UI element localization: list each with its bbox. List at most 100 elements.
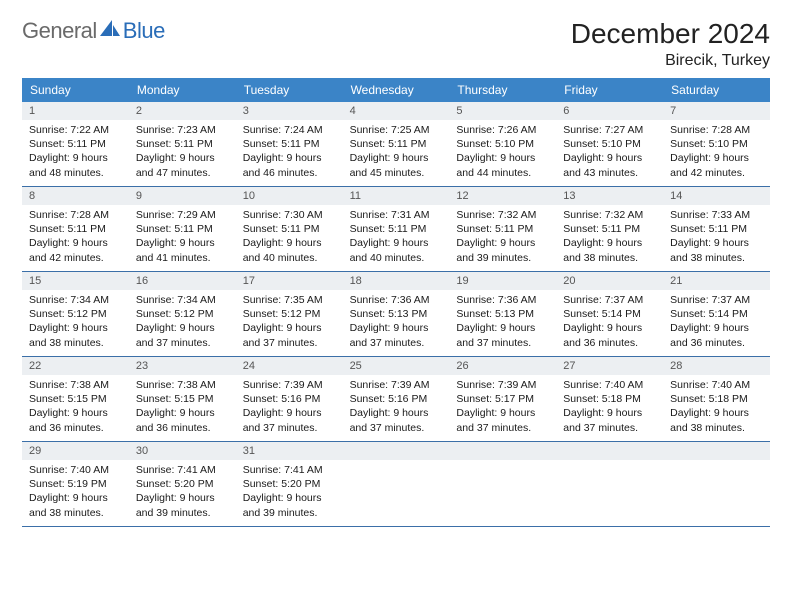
calendar-week: 1Sunrise: 7:22 AMSunset: 5:11 PMDaylight… bbox=[22, 102, 770, 187]
day-detail: Sunrise: 7:34 AMSunset: 5:12 PMDaylight:… bbox=[129, 290, 236, 354]
sunrise-line: Sunrise: 7:38 AM bbox=[136, 378, 229, 392]
sunrise-line: Sunrise: 7:25 AM bbox=[350, 123, 443, 137]
calendar-day: 3Sunrise: 7:24 AMSunset: 5:11 PMDaylight… bbox=[236, 102, 343, 186]
calendar-day: 14Sunrise: 7:33 AMSunset: 5:11 PMDayligh… bbox=[663, 187, 770, 271]
sunset-line: Sunset: 5:11 PM bbox=[563, 222, 656, 236]
day-number: 27 bbox=[556, 357, 663, 375]
sunrise-line: Sunrise: 7:32 AM bbox=[563, 208, 656, 222]
day-number: 31 bbox=[236, 442, 343, 460]
daylight-line: Daylight: 9 hours and 37 minutes. bbox=[350, 406, 443, 434]
calendar-day: 26Sunrise: 7:39 AMSunset: 5:17 PMDayligh… bbox=[449, 357, 556, 441]
day-number: 7 bbox=[663, 102, 770, 120]
sunrise-line: Sunrise: 7:37 AM bbox=[563, 293, 656, 307]
day-detail: Sunrise: 7:30 AMSunset: 5:11 PMDaylight:… bbox=[236, 205, 343, 269]
day-detail: Sunrise: 7:40 AMSunset: 5:19 PMDaylight:… bbox=[22, 460, 129, 524]
sunrise-line: Sunrise: 7:37 AM bbox=[670, 293, 763, 307]
sunset-line: Sunset: 5:10 PM bbox=[563, 137, 656, 151]
day-detail: Sunrise: 7:41 AMSunset: 5:20 PMDaylight:… bbox=[236, 460, 343, 524]
day-of-week-cell: Saturday bbox=[663, 78, 770, 102]
sunrise-line: Sunrise: 7:30 AM bbox=[243, 208, 336, 222]
logo: General Blue bbox=[22, 18, 165, 44]
day-number: 25 bbox=[343, 357, 450, 375]
day-detail: Sunrise: 7:41 AMSunset: 5:20 PMDaylight:… bbox=[129, 460, 236, 524]
sunrise-line: Sunrise: 7:40 AM bbox=[563, 378, 656, 392]
daylight-line: Daylight: 9 hours and 39 minutes. bbox=[136, 491, 229, 519]
calendar-day: .. bbox=[449, 442, 556, 526]
daylight-line: Daylight: 9 hours and 37 minutes. bbox=[243, 321, 336, 349]
day-detail: Sunrise: 7:36 AMSunset: 5:13 PMDaylight:… bbox=[449, 290, 556, 354]
sunset-line: Sunset: 5:11 PM bbox=[29, 137, 122, 151]
sunrise-line: Sunrise: 7:39 AM bbox=[243, 378, 336, 392]
day-detail: Sunrise: 7:39 AMSunset: 5:17 PMDaylight:… bbox=[449, 375, 556, 439]
day-number: 28 bbox=[663, 357, 770, 375]
sunset-line: Sunset: 5:18 PM bbox=[563, 392, 656, 406]
sunset-line: Sunset: 5:15 PM bbox=[136, 392, 229, 406]
day-number: 3 bbox=[236, 102, 343, 120]
day-number: 2 bbox=[129, 102, 236, 120]
day-number: 6 bbox=[556, 102, 663, 120]
sunset-line: Sunset: 5:14 PM bbox=[670, 307, 763, 321]
sunrise-line: Sunrise: 7:28 AM bbox=[670, 123, 763, 137]
sunrise-line: Sunrise: 7:40 AM bbox=[670, 378, 763, 392]
calendar: SundayMondayTuesdayWednesdayThursdayFrid… bbox=[22, 78, 770, 527]
day-number: 21 bbox=[663, 272, 770, 290]
calendar-day: 30Sunrise: 7:41 AMSunset: 5:20 PMDayligh… bbox=[129, 442, 236, 526]
day-detail: Sunrise: 7:31 AMSunset: 5:11 PMDaylight:… bbox=[343, 205, 450, 269]
day-number: 15 bbox=[22, 272, 129, 290]
calendar-day: 18Sunrise: 7:36 AMSunset: 5:13 PMDayligh… bbox=[343, 272, 450, 356]
sunrise-line: Sunrise: 7:26 AM bbox=[456, 123, 549, 137]
calendar-day: 16Sunrise: 7:34 AMSunset: 5:12 PMDayligh… bbox=[129, 272, 236, 356]
day-number: 23 bbox=[129, 357, 236, 375]
day-detail: Sunrise: 7:23 AMSunset: 5:11 PMDaylight:… bbox=[129, 120, 236, 184]
daylight-line: Daylight: 9 hours and 41 minutes. bbox=[136, 236, 229, 264]
day-detail: Sunrise: 7:35 AMSunset: 5:12 PMDaylight:… bbox=[236, 290, 343, 354]
calendar-day: 21Sunrise: 7:37 AMSunset: 5:14 PMDayligh… bbox=[663, 272, 770, 356]
sunset-line: Sunset: 5:11 PM bbox=[243, 137, 336, 151]
sunset-line: Sunset: 5:12 PM bbox=[136, 307, 229, 321]
calendar-day: 1Sunrise: 7:22 AMSunset: 5:11 PMDaylight… bbox=[22, 102, 129, 186]
title-block: December 2024 Birecik, Turkey bbox=[571, 18, 770, 70]
sunset-line: Sunset: 5:10 PM bbox=[456, 137, 549, 151]
day-of-week-cell: Friday bbox=[556, 78, 663, 102]
day-of-week-cell: Monday bbox=[129, 78, 236, 102]
calendar-day: 13Sunrise: 7:32 AMSunset: 5:11 PMDayligh… bbox=[556, 187, 663, 271]
daylight-line: Daylight: 9 hours and 37 minutes. bbox=[243, 406, 336, 434]
day-number: 17 bbox=[236, 272, 343, 290]
sunrise-line: Sunrise: 7:39 AM bbox=[456, 378, 549, 392]
sunrise-line: Sunrise: 7:38 AM bbox=[29, 378, 122, 392]
daylight-line: Daylight: 9 hours and 39 minutes. bbox=[243, 491, 336, 519]
calendar-day: 12Sunrise: 7:32 AMSunset: 5:11 PMDayligh… bbox=[449, 187, 556, 271]
sunset-line: Sunset: 5:18 PM bbox=[670, 392, 763, 406]
sunrise-line: Sunrise: 7:41 AM bbox=[243, 463, 336, 477]
daylight-line: Daylight: 9 hours and 38 minutes. bbox=[29, 321, 122, 349]
calendar-day: 28Sunrise: 7:40 AMSunset: 5:18 PMDayligh… bbox=[663, 357, 770, 441]
sunrise-line: Sunrise: 7:27 AM bbox=[563, 123, 656, 137]
sunset-line: Sunset: 5:14 PM bbox=[563, 307, 656, 321]
sunset-line: Sunset: 5:11 PM bbox=[243, 222, 336, 236]
day-of-week-header: SundayMondayTuesdayWednesdayThursdayFrid… bbox=[22, 78, 770, 102]
day-number: 12 bbox=[449, 187, 556, 205]
calendar-day: 19Sunrise: 7:36 AMSunset: 5:13 PMDayligh… bbox=[449, 272, 556, 356]
daylight-line: Daylight: 9 hours and 36 minutes. bbox=[136, 406, 229, 434]
day-number: . bbox=[343, 442, 450, 460]
day-detail: Sunrise: 7:29 AMSunset: 5:11 PMDaylight:… bbox=[129, 205, 236, 269]
daylight-line: Daylight: 9 hours and 40 minutes. bbox=[350, 236, 443, 264]
sunrise-line: Sunrise: 7:34 AM bbox=[29, 293, 122, 307]
day-number: 29 bbox=[22, 442, 129, 460]
sunrise-line: Sunrise: 7:39 AM bbox=[350, 378, 443, 392]
day-number: . bbox=[663, 442, 770, 460]
sunset-line: Sunset: 5:19 PM bbox=[29, 477, 122, 491]
day-detail: Sunrise: 7:40 AMSunset: 5:18 PMDaylight:… bbox=[556, 375, 663, 439]
sunrise-line: Sunrise: 7:28 AM bbox=[29, 208, 122, 222]
sunset-line: Sunset: 5:11 PM bbox=[29, 222, 122, 236]
sunset-line: Sunset: 5:11 PM bbox=[456, 222, 549, 236]
day-number: 14 bbox=[663, 187, 770, 205]
day-detail: Sunrise: 7:27 AMSunset: 5:10 PMDaylight:… bbox=[556, 120, 663, 184]
calendar-day: 8Sunrise: 7:28 AMSunset: 5:11 PMDaylight… bbox=[22, 187, 129, 271]
day-number: 5 bbox=[449, 102, 556, 120]
sunrise-line: Sunrise: 7:32 AM bbox=[456, 208, 549, 222]
daylight-line: Daylight: 9 hours and 38 minutes. bbox=[670, 236, 763, 264]
day-detail: Sunrise: 7:37 AMSunset: 5:14 PMDaylight:… bbox=[663, 290, 770, 354]
calendar-day: .. bbox=[343, 442, 450, 526]
sunset-line: Sunset: 5:11 PM bbox=[350, 222, 443, 236]
